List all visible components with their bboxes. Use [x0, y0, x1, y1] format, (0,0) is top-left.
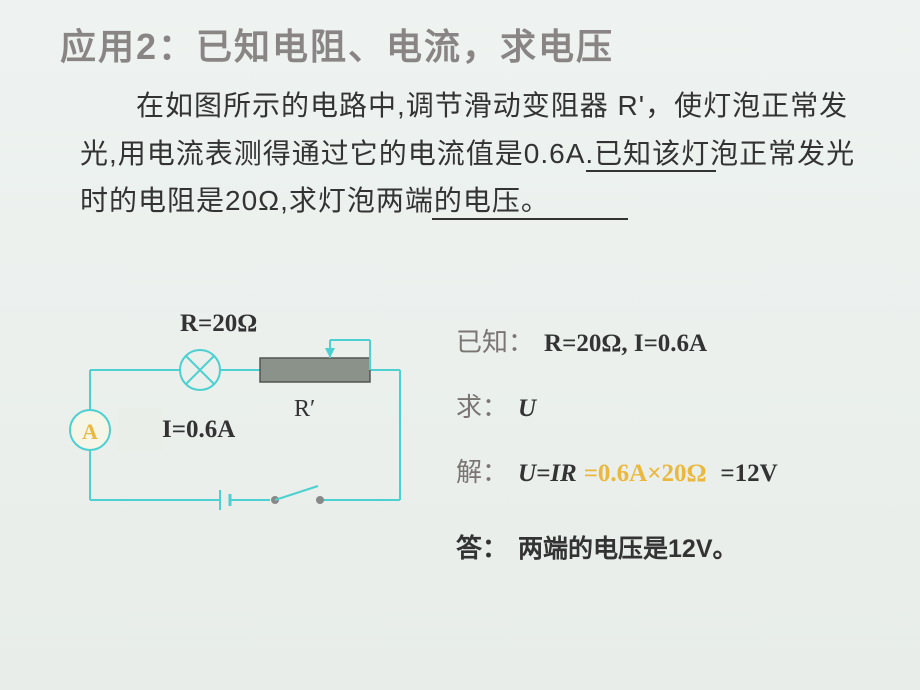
svg-text:A: A [82, 419, 98, 444]
underline-resistance [432, 218, 628, 220]
circuit-overlay: A [60, 310, 430, 550]
problem-text: 在如图所示的电路中,调节滑动变阻器 R'，使灯泡正常发光,用电流表测得通过它的电… [80, 82, 860, 225]
result-text: =12V [720, 446, 777, 501]
find-row: 求： U [456, 379, 778, 436]
formula-text: U=IR [518, 446, 577, 501]
find-label: 求： [456, 379, 508, 436]
calc-text: =0.6A×20Ω [584, 446, 707, 501]
given-row: 已知： R=20Ω, I=0.6A [456, 314, 778, 371]
find-value: U [518, 381, 536, 436]
underline-current [586, 170, 716, 172]
problem-body: 在如图所示的电路中,调节滑动变阻器 R'，使灯泡正常发光,用电流表测得通过它的电… [80, 90, 855, 216]
solve-label: 解： [456, 444, 508, 501]
answer-text: 两端的电压是12V。 [518, 522, 737, 577]
solve-row: 解： U=IR =0.6A×20Ω =12V [456, 444, 778, 501]
given-value: R=20Ω, I=0.6A [544, 316, 707, 371]
answer-label: 答： [456, 520, 508, 577]
given-label: 已知： [456, 314, 534, 371]
page-title: 应用2：已知电阻、电流，求电压 [60, 18, 614, 70]
solution-block: 已知： R=20Ω, I=0.6A 求： U 解： U=IR =0.6A×20Ω… [456, 314, 778, 585]
answer-row: 答： 两端的电压是12V。 [456, 520, 778, 577]
circuit-diagram: R=20Ω I=0.6A R′ A [60, 310, 430, 550]
